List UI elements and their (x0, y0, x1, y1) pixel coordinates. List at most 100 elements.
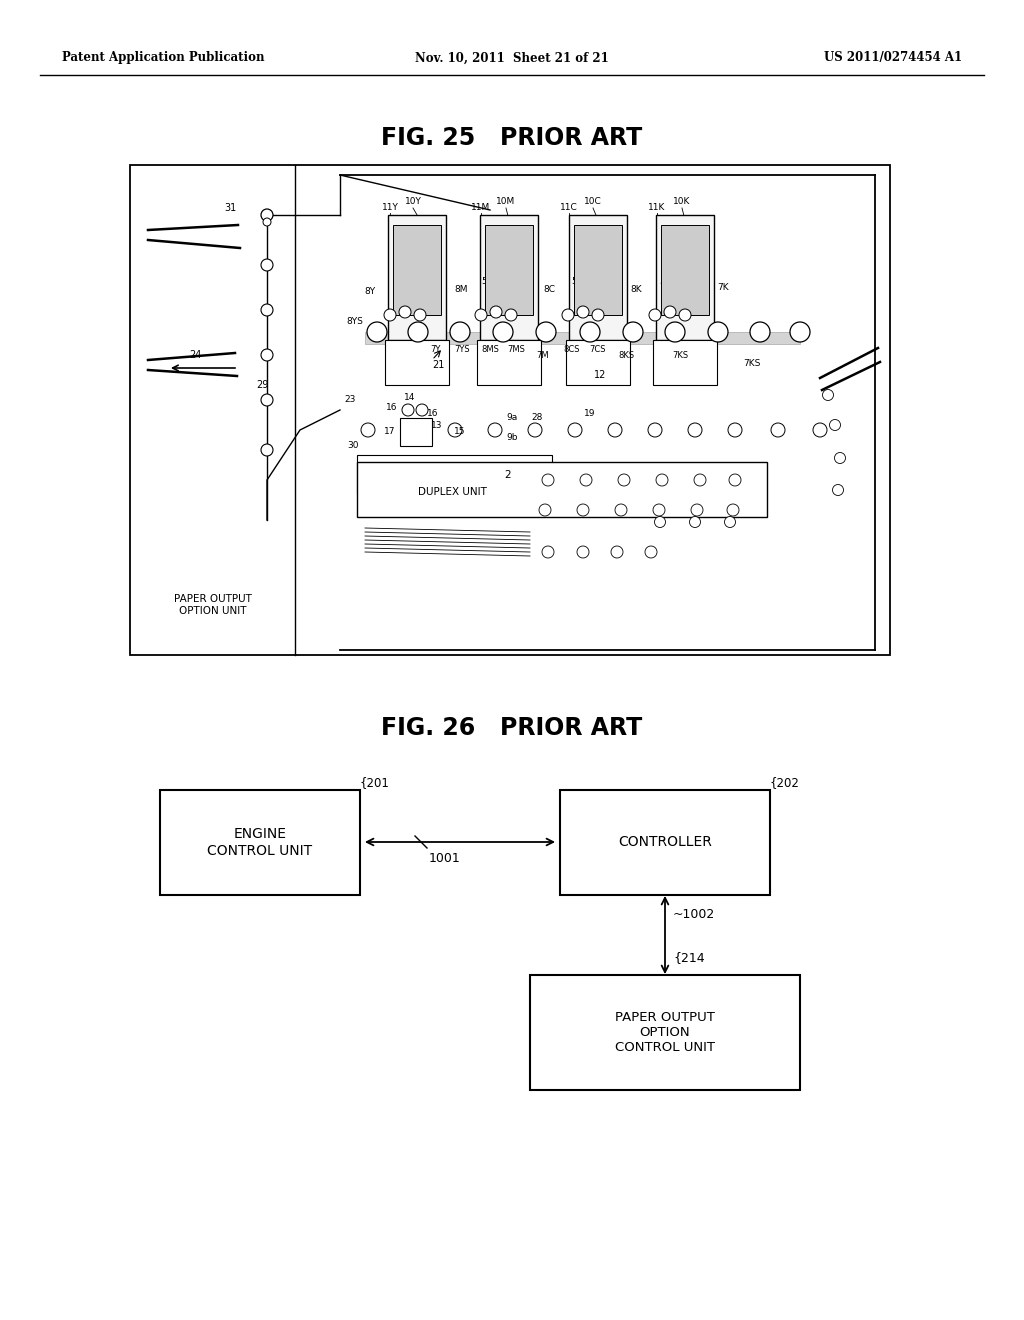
Text: 8Y: 8Y (365, 288, 376, 297)
Text: 30: 30 (347, 441, 358, 450)
Circle shape (261, 348, 273, 360)
Text: 11M: 11M (471, 202, 490, 211)
Bar (480, 215, 538, 341)
Text: 31: 31 (224, 203, 237, 213)
Text: 7K: 7K (717, 282, 729, 292)
Text: DUPLEX UNIT: DUPLEX UNIT (418, 487, 486, 498)
Text: 8YS: 8YS (346, 318, 362, 326)
Circle shape (728, 422, 742, 437)
Circle shape (829, 420, 841, 430)
Text: FIG. 26   PRIOR ART: FIG. 26 PRIOR ART (381, 715, 643, 741)
Text: 19: 19 (585, 408, 596, 417)
Text: 21: 21 (432, 360, 444, 370)
Text: 7Y: 7Y (430, 346, 440, 355)
Circle shape (750, 322, 770, 342)
Text: 8KS: 8KS (617, 351, 634, 359)
Circle shape (689, 516, 700, 528)
Circle shape (449, 422, 462, 437)
Circle shape (645, 546, 657, 558)
Text: 10M: 10M (497, 198, 516, 206)
Circle shape (771, 422, 785, 437)
Bar (385, 341, 449, 385)
Circle shape (493, 322, 513, 342)
Text: 10C: 10C (584, 198, 602, 206)
Circle shape (835, 453, 846, 463)
Text: 12: 12 (594, 370, 606, 380)
Circle shape (490, 306, 502, 318)
Circle shape (653, 504, 665, 516)
Circle shape (475, 309, 487, 321)
Text: 9a: 9a (507, 413, 517, 422)
Circle shape (568, 422, 582, 437)
Circle shape (729, 474, 741, 486)
Circle shape (542, 474, 554, 486)
Circle shape (833, 484, 844, 495)
Text: 7CS: 7CS (590, 346, 606, 355)
Circle shape (539, 504, 551, 516)
Bar (569, 215, 627, 341)
Text: 10K: 10K (674, 198, 690, 206)
Circle shape (402, 404, 414, 416)
Text: 8M: 8M (455, 285, 468, 294)
Circle shape (536, 322, 556, 342)
Circle shape (592, 309, 604, 321)
Circle shape (656, 474, 668, 486)
Circle shape (577, 306, 589, 318)
Text: 11C: 11C (560, 202, 578, 211)
Circle shape (615, 504, 627, 516)
Text: 7MS: 7MS (507, 346, 525, 355)
Text: 10Y: 10Y (404, 198, 422, 206)
Circle shape (505, 309, 517, 321)
Circle shape (611, 546, 623, 558)
Circle shape (608, 422, 622, 437)
Circle shape (367, 322, 387, 342)
Circle shape (725, 516, 735, 528)
Text: 11Y: 11Y (382, 202, 398, 211)
Bar (365, 333, 800, 345)
Circle shape (580, 322, 600, 342)
Circle shape (263, 218, 271, 226)
Text: 9b: 9b (506, 433, 518, 442)
Text: 8MS: 8MS (481, 346, 499, 355)
Circle shape (580, 474, 592, 486)
Text: 5Y: 5Y (392, 279, 403, 288)
Circle shape (261, 444, 273, 455)
Circle shape (813, 422, 827, 437)
Text: 5K: 5K (659, 277, 671, 286)
Text: Nov. 10, 2011  Sheet 21 of 21: Nov. 10, 2011 Sheet 21 of 21 (415, 51, 609, 65)
Circle shape (562, 309, 574, 321)
Bar (357, 455, 552, 492)
Circle shape (414, 309, 426, 321)
Bar (653, 341, 717, 385)
Circle shape (450, 322, 470, 342)
Bar (130, 165, 890, 655)
Circle shape (648, 422, 662, 437)
Bar (400, 418, 432, 446)
Circle shape (623, 322, 643, 342)
Circle shape (691, 504, 703, 516)
Text: {202: {202 (770, 776, 800, 789)
Bar (656, 215, 714, 341)
Text: 24: 24 (188, 350, 201, 360)
Text: 17: 17 (384, 428, 395, 437)
Text: 14: 14 (404, 392, 416, 401)
Text: Patent Application Publication: Patent Application Publication (62, 51, 264, 65)
Circle shape (654, 516, 666, 528)
Text: 7KS: 7KS (672, 351, 688, 359)
Circle shape (542, 546, 554, 558)
Bar (560, 789, 770, 895)
Text: 8K: 8K (630, 285, 642, 294)
Circle shape (577, 504, 589, 516)
Circle shape (688, 422, 702, 437)
Text: 1001: 1001 (429, 851, 461, 865)
Text: 8C: 8C (543, 285, 555, 294)
Bar (574, 224, 622, 315)
Text: US 2011/0274454 A1: US 2011/0274454 A1 (824, 51, 962, 65)
Circle shape (649, 309, 662, 321)
Text: 11K: 11K (648, 202, 666, 211)
Text: 7YS: 7YS (455, 346, 470, 355)
Text: PAPER OUTPUT
OPTION UNIT: PAPER OUTPUT OPTION UNIT (173, 594, 252, 616)
Text: 8CS: 8CS (564, 346, 581, 355)
Circle shape (261, 259, 273, 271)
Circle shape (822, 389, 834, 400)
